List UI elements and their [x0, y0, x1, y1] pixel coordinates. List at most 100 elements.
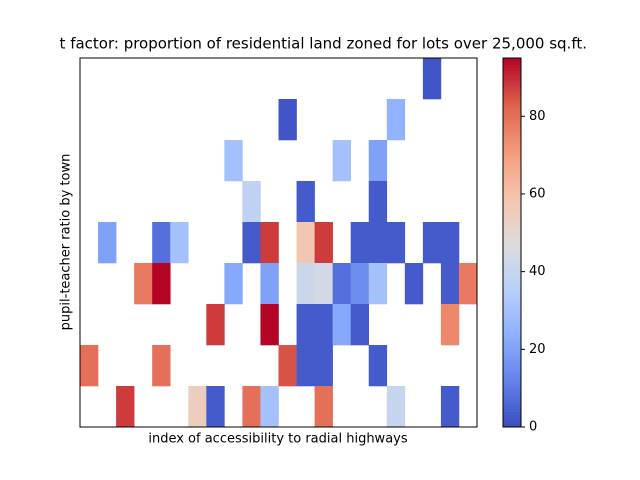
colorbar-gradient — [503, 420, 521, 425]
colorbar-tick-label: 60 — [529, 186, 546, 201]
heatmap-cell — [260, 304, 279, 346]
colorbar-gradient — [503, 79, 521, 84]
colorbar-gradient — [503, 137, 521, 142]
colorbar-gradient — [503, 116, 521, 120]
heatmap-cell — [332, 263, 351, 305]
colorbar-gradient — [503, 285, 521, 290]
heatmap-cell — [296, 181, 315, 223]
colorbar-gradient — [503, 340, 521, 345]
heatmap-cell — [206, 304, 225, 346]
heatmap-cell — [170, 222, 189, 264]
colorbar-gradient — [503, 273, 521, 277]
colorbar-gradient — [503, 159, 521, 164]
colorbar-gradient — [503, 337, 521, 342]
colorbar-gradient — [503, 153, 521, 157]
heatmap-cell — [152, 263, 171, 305]
colorbar-gradient — [503, 233, 521, 237]
colorbar-gradient — [503, 211, 521, 216]
heatmap-cell — [386, 386, 406, 428]
heatmap-cell — [98, 222, 117, 264]
colorbar-gradient — [503, 356, 521, 360]
colorbar-gradient — [503, 343, 521, 348]
colorbar-gradient — [503, 101, 521, 105]
heatmap-cell — [116, 386, 135, 428]
heatmap-cell — [314, 386, 333, 428]
colorbar-gradient — [503, 190, 521, 194]
colorbar-gradient — [503, 411, 521, 416]
colorbar-gradient — [503, 214, 521, 219]
colorbar-gradient — [503, 316, 521, 320]
colorbar-gradient — [503, 245, 521, 250]
heatmap-cell — [224, 140, 243, 182]
colorbar-gradient — [503, 202, 521, 207]
colorbar-gradient — [503, 408, 521, 413]
colorbar-gradient — [503, 328, 521, 333]
heatmap-cell — [386, 99, 406, 141]
colorbar-gradient — [503, 304, 521, 308]
heatmap-cell — [368, 222, 388, 264]
heatmap-cell — [224, 263, 243, 305]
colorbar-gradient — [503, 390, 521, 394]
heatmap-cell — [296, 222, 315, 264]
heatmap-cell — [260, 386, 279, 428]
colorbar-gradient — [503, 248, 521, 253]
colorbar-frame — [502, 57, 522, 428]
heatmap-cell — [386, 222, 406, 264]
colorbar-gradient — [503, 300, 521, 305]
colorbar-gradient — [503, 91, 521, 96]
colorbar-gradient — [503, 307, 521, 311]
colorbar-gradient — [503, 353, 521, 357]
heatmap-cell — [188, 386, 207, 428]
colorbar-gradient — [503, 165, 521, 170]
heatmap-cell — [314, 222, 333, 264]
colorbar: 0 20 40 60 80 — [502, 57, 546, 435]
colorbar-gradient — [503, 88, 521, 93]
heatmap-cell — [314, 304, 333, 346]
colorbar-gradient — [503, 73, 521, 77]
colorbar-gradient — [503, 374, 521, 379]
heatmap-cell — [242, 181, 261, 223]
heatmap-cell — [350, 263, 370, 305]
colorbar-gradient — [503, 58, 521, 62]
colorbar-gradient — [503, 104, 521, 108]
colorbar-gradient — [503, 125, 521, 130]
colorbar-gradient — [503, 85, 521, 90]
colorbar-gradient — [503, 94, 521, 99]
colorbar-gradient — [503, 251, 521, 256]
colorbar-gradient — [503, 76, 521, 81]
colorbar-gradient — [503, 162, 521, 167]
heatmap-cell — [278, 345, 297, 387]
colorbar-gradient — [503, 119, 521, 124]
heatmap-cell — [296, 263, 315, 305]
colorbar-gradient — [503, 122, 521, 127]
colorbar-gradient — [503, 257, 521, 262]
colorbar-gradient — [503, 362, 521, 366]
heatmap-cell — [404, 263, 424, 305]
colorbar-gradient — [503, 359, 521, 363]
colorbar-gradient — [503, 414, 521, 419]
colorbar-gradient — [503, 184, 521, 188]
colorbar-gradient — [503, 224, 521, 228]
colorbar-gradient — [503, 82, 521, 87]
colorbar-gradient — [503, 205, 521, 210]
colorbar-gradient — [503, 260, 521, 265]
heatmap-cell — [368, 263, 388, 305]
colorbar-gradient — [503, 399, 521, 403]
colorbar-gradient — [503, 350, 521, 354]
colorbar-gradient — [503, 242, 521, 247]
colorbar-gradient — [503, 279, 521, 283]
colorbar-gradient — [503, 377, 521, 382]
colorbar-gradient — [503, 147, 521, 151]
y-axis-label: pupil-teacher ratio by town — [59, 154, 74, 331]
heatmap-cell — [206, 386, 225, 428]
heatmap-cell — [278, 99, 297, 141]
colorbar-gradient — [503, 236, 521, 240]
colorbar-gradient — [503, 405, 521, 410]
heatmap-cell — [296, 345, 315, 387]
heatmap-cell — [314, 263, 333, 305]
colorbar-gradient — [503, 365, 521, 370]
colorbar-gradient — [503, 267, 521, 271]
colorbar-tick-label: 80 — [529, 109, 546, 124]
colorbar-gradient — [503, 113, 521, 117]
